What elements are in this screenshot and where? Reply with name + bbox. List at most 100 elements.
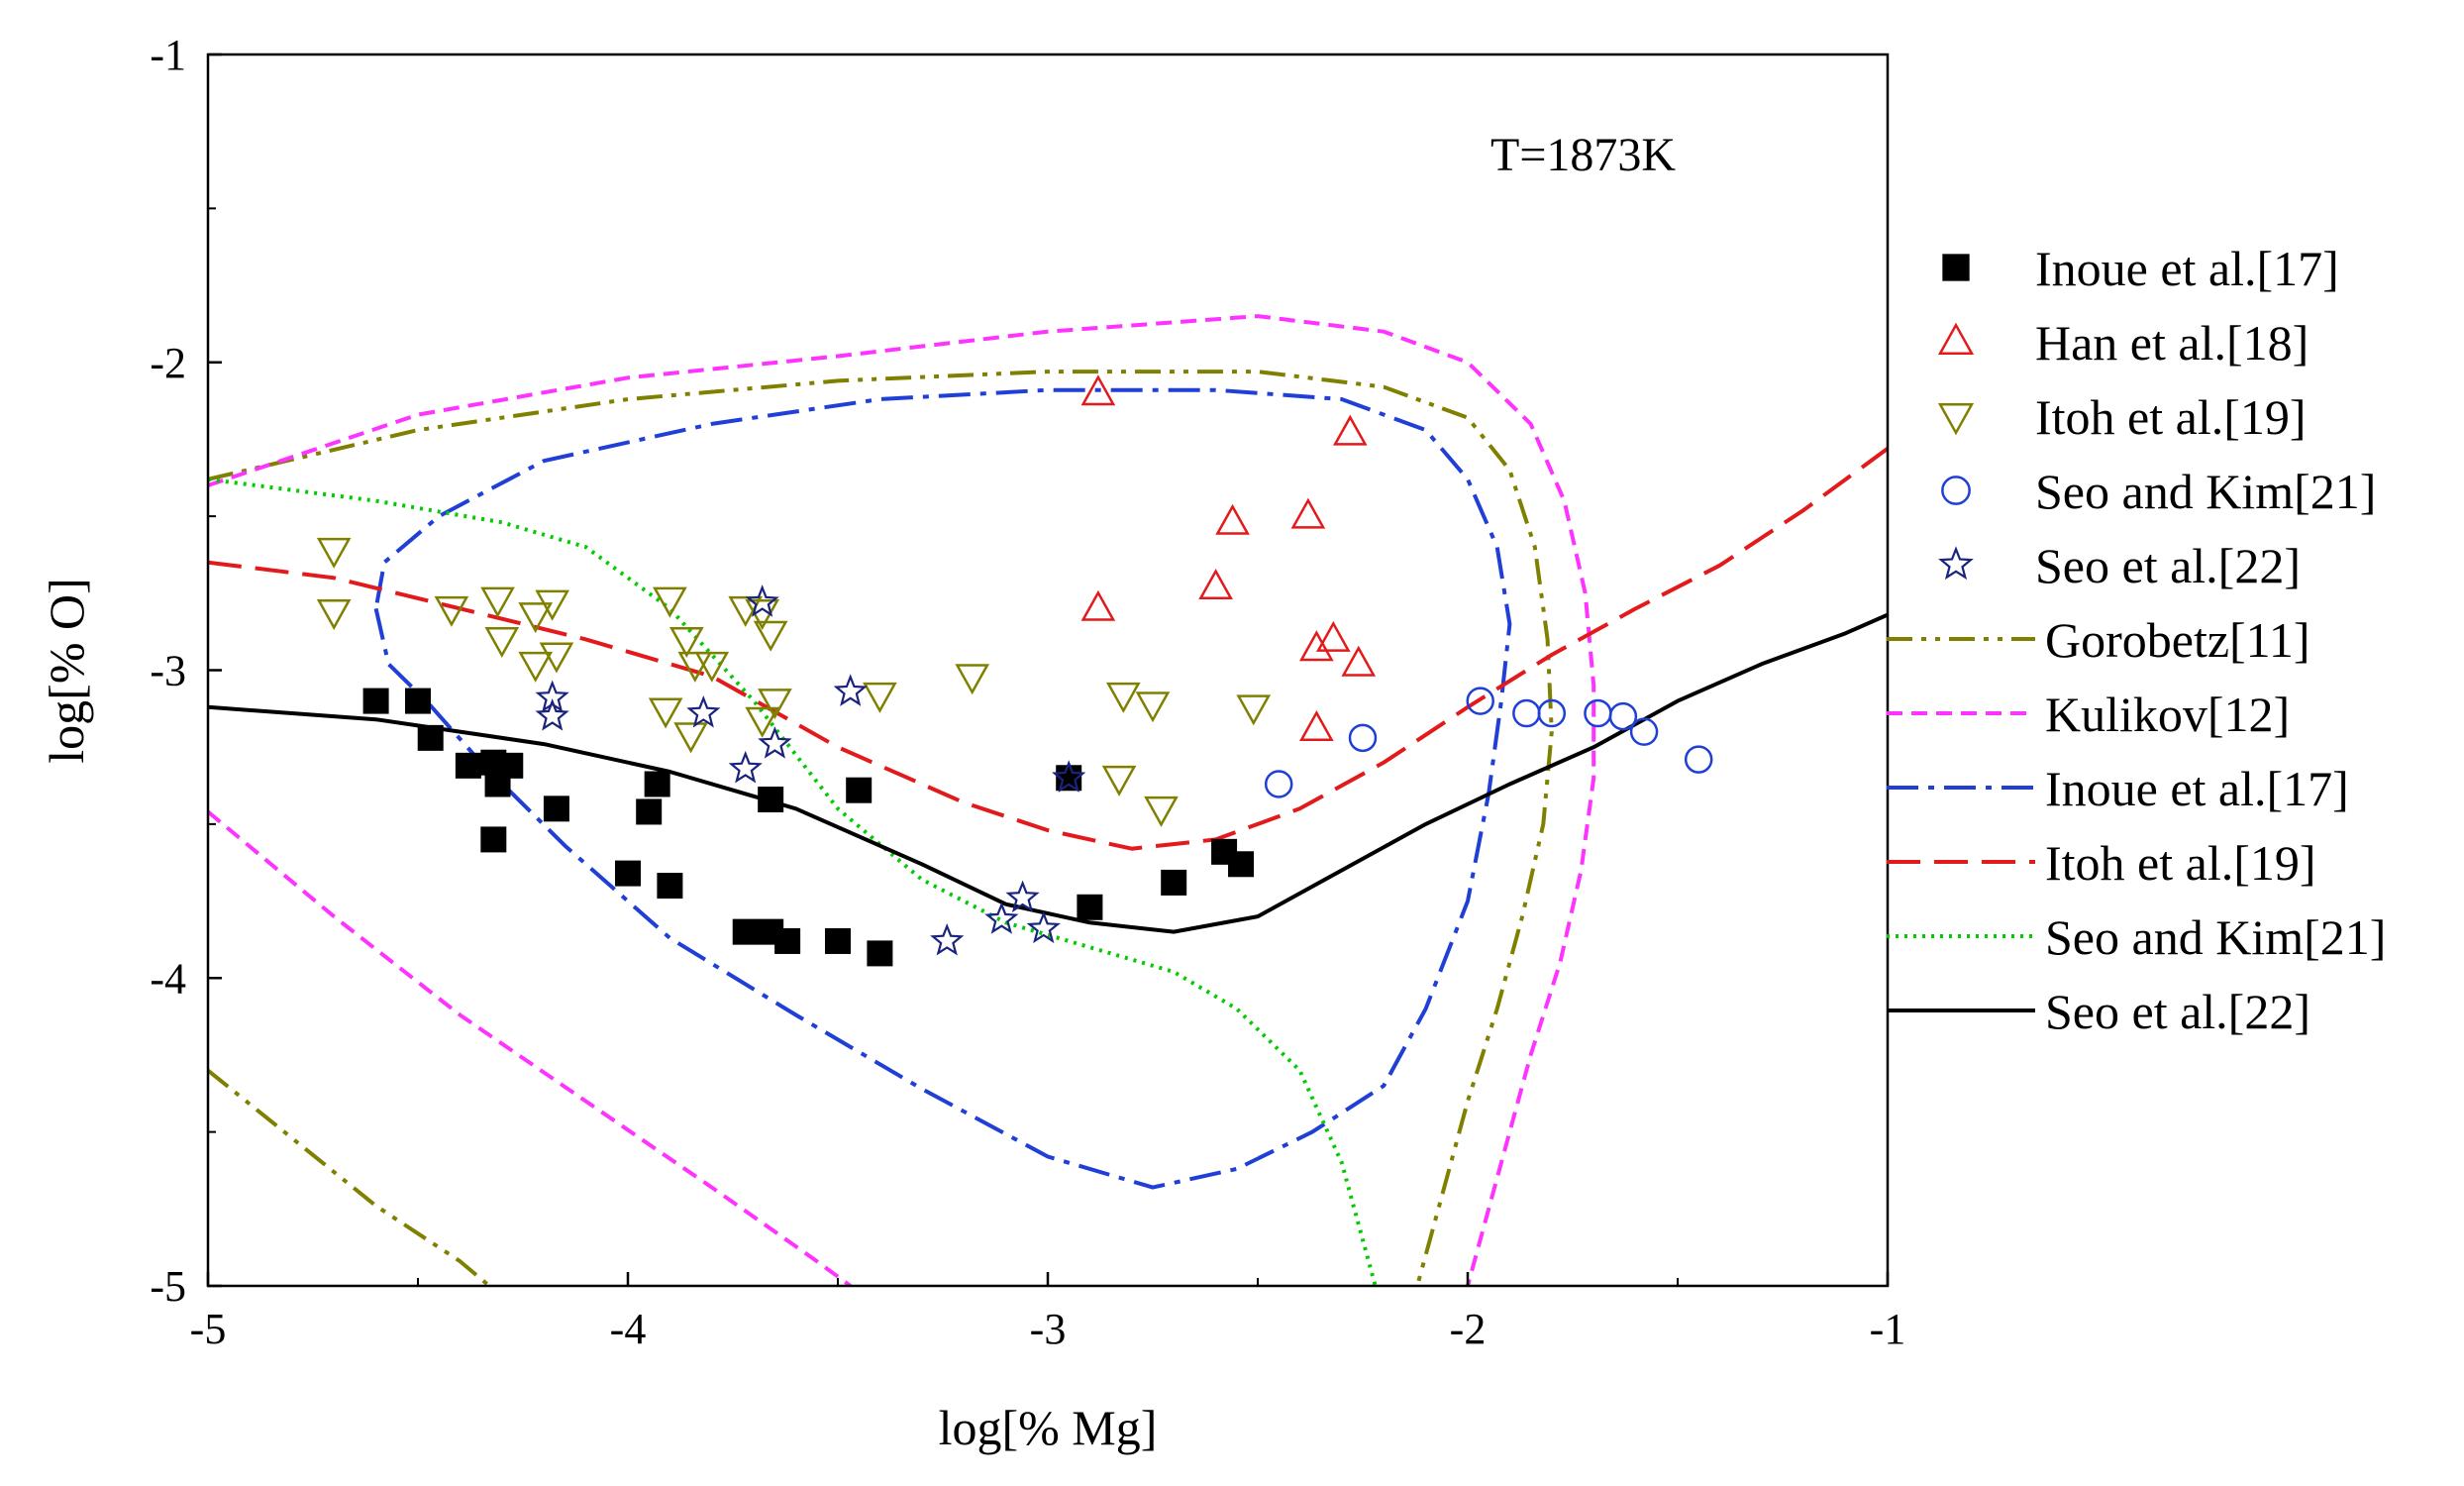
point-seo-and-kim-21: [1608, 701, 1638, 731]
point-itoh-et-al-19: [677, 651, 713, 683]
point-seo-and-kim-21: [1584, 698, 1612, 728]
legend-label-seo-et-al-22: Seo et al.[22]: [2035, 538, 2301, 593]
point-itoh-et-al-19: [694, 651, 730, 683]
point-inoue-et-al-17: [417, 724, 444, 751]
point-itoh-et-al-19: [484, 626, 520, 658]
point-seo-et-al-22: [833, 674, 868, 706]
point-han-et-al-18: [1299, 630, 1334, 662]
curve-gorobetz-11-2: [208, 1068, 491, 1286]
line-series-group: [208, 314, 1888, 1286]
x-tick-label: -2: [1450, 1305, 1487, 1353]
curve-kulikov-12-2: [208, 809, 852, 1286]
legend-marker-seo-and-kim-21: [1941, 476, 1971, 505]
point-seo-and-kim-21: [1264, 770, 1293, 798]
legend-label-curve-kulikov-12: Kulikov[12]: [2045, 687, 2290, 742]
point-seo-and-kim-21: [1512, 698, 1541, 728]
point-inoue-et-al-17: [480, 826, 507, 853]
legend-marker-itoh-et-al-19: [1937, 402, 1975, 436]
point-itoh-et-al-19: [673, 722, 708, 754]
x-tick-label: -1: [1870, 1305, 1906, 1353]
curve-seo-et-al-22-1: [208, 612, 1888, 934]
x-tick-label: -3: [1030, 1305, 1067, 1353]
point-han-et-al-18: [1332, 414, 1368, 446]
point-inoue-et-al-17: [362, 688, 389, 714]
point-inoue-et-al-17: [732, 918, 759, 945]
point-inoue-et-al-17: [543, 796, 569, 822]
point-itoh-et-al-19: [1236, 694, 1272, 726]
point-seo-et-al-22: [535, 698, 569, 731]
legend-marker-inoue-et-al-17: [1942, 254, 1970, 281]
point-han-et-al-18: [1315, 620, 1351, 652]
curve-seo-and-kim-21-1: [208, 477, 1378, 1286]
y-tick-label: -3: [150, 647, 186, 695]
curve-kulikov-12-1: [208, 314, 1596, 1286]
point-itoh-et-al-19: [518, 602, 554, 634]
legend-label-curve-seo-and-kim-21: Seo and Kim[21]: [2045, 909, 2386, 965]
annotation-temperature: T=1873K: [1490, 129, 1676, 181]
legend: Inoue et al.[17] Han et al.[18] Itoh et al…: [1887, 241, 2386, 1039]
y-tick-label: -4: [150, 954, 186, 1003]
x-tick-label: -5: [190, 1305, 227, 1353]
curve-itoh-et-al-19-1: [208, 447, 1888, 851]
point-itoh-et-al-19: [648, 697, 683, 729]
point-itoh-et-al-19: [316, 599, 352, 631]
point-seo-et-al-22: [686, 694, 721, 728]
point-seo-et-al-22: [984, 902, 1019, 934]
point-inoue-et-al-17: [405, 688, 431, 714]
point-inoue-et-al-17: [644, 771, 670, 797]
point-han-et-al-18: [1198, 569, 1233, 600]
point-inoue-et-al-17: [774, 927, 801, 954]
legend-label-curve-inoue-et-al-17: Inoue et al.[17]: [2045, 761, 2349, 816]
point-inoue-et-al-17: [497, 752, 524, 779]
point-inoue-et-al-17: [615, 860, 641, 887]
legend-marker-han-et-al-18: [1937, 322, 1975, 356]
point-itoh-et-al-19: [1105, 682, 1141, 713]
point-itoh-et-al-19: [1144, 796, 1179, 827]
point-seo-and-kim-21: [1684, 745, 1713, 774]
point-seo-et-al-22: [930, 923, 965, 956]
curve-gorobetz-11-1: [208, 370, 1554, 1286]
point-itoh-et-al-19: [653, 586, 687, 618]
y-tick-label: -1: [150, 31, 186, 79]
point-seo-et-al-22: [745, 584, 779, 617]
scatter-series-group: [316, 374, 1713, 967]
legend-label-curve-gorobetz-11: Gorobetz[11]: [2045, 612, 2310, 668]
point-seo-et-al-22: [728, 750, 763, 784]
legend-marker-seo-et-al-22: [1938, 546, 1974, 581]
point-seo-et-al-22: [1052, 760, 1086, 793]
point-itoh-et-al-19: [669, 626, 704, 658]
legend-label-seo-and-kim-21: Seo and Kim[21]: [2035, 464, 2376, 519]
point-itoh-et-al-19: [753, 620, 788, 652]
point-han-et-al-18: [1290, 497, 1326, 529]
legend-label-han-et-al-18: Han et al.[18]: [2035, 315, 2309, 371]
point-seo-and-kim-21: [1629, 717, 1659, 746]
point-inoue-et-al-17: [1228, 851, 1255, 878]
point-inoue-et-al-17: [636, 798, 663, 825]
point-itoh-et-al-19: [758, 689, 792, 720]
point-itoh-et-al-19: [434, 595, 469, 627]
point-seo-et-al-22: [758, 726, 792, 759]
point-inoue-et-al-17: [846, 777, 873, 803]
point-inoue-et-al-17: [657, 873, 683, 900]
point-itoh-et-al-19: [1135, 691, 1171, 723]
point-han-et-al-18: [1299, 709, 1334, 741]
point-inoue-et-al-17: [758, 787, 784, 813]
point-itoh-et-al-19: [955, 664, 990, 695]
axes-group: -5 -4 -3 -2 -1 -5 -4 -3 -2 -1: [150, 31, 1905, 1353]
point-itoh-et-al-19: [316, 537, 352, 569]
point-seo-and-kim-21: [1348, 723, 1378, 753]
point-han-et-al-18: [1215, 503, 1250, 535]
curve-inoue-et-al-17-1: [373, 387, 1512, 1190]
point-seo-et-al-22: [1005, 880, 1040, 913]
point-han-et-al-18: [1080, 589, 1116, 621]
point-han-et-al-18: [1341, 645, 1377, 677]
legend-label-inoue-et-al-17: Inoue et al.[17]: [2035, 241, 2339, 296]
point-seo-and-kim-21: [1537, 698, 1567, 728]
y-tick-label: -2: [150, 339, 186, 387]
point-itoh-et-al-19: [863, 682, 897, 713]
legend-label-curve-seo-et-al-22: Seo et al.[22]: [2045, 984, 2310, 1039]
point-itoh-et-al-19: [539, 642, 574, 674]
point-itoh-et-al-19: [535, 589, 570, 621]
y-axis-label: log[% O]: [39, 578, 94, 763]
